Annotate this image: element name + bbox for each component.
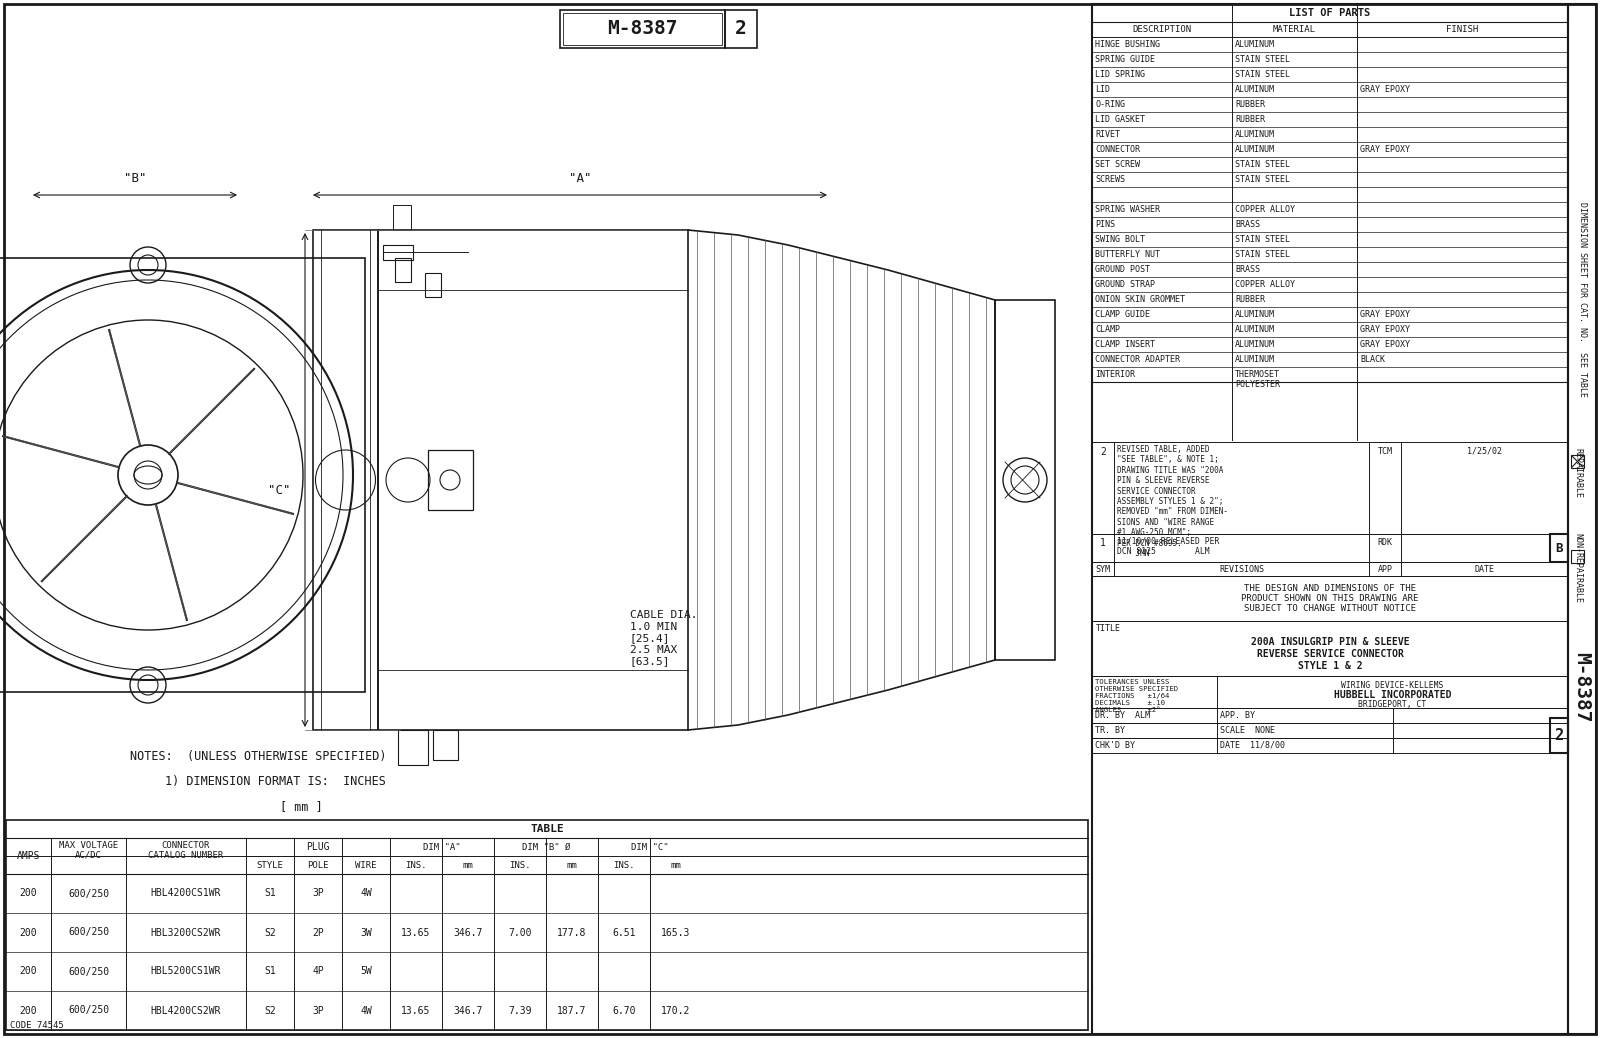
Text: THERMOSET
POLYESTER: THERMOSET POLYESTER [1235, 370, 1280, 389]
Bar [434, 730, 458, 760]
Text: REVERSE SERVICE CONNECTOR: REVERSE SERVICE CONNECTOR [1256, 649, 1403, 659]
Text: STAIN STEEL: STAIN STEEL [1235, 70, 1290, 79]
Bar [6, 820, 1088, 1030]
Text: GROUND POST: GROUND POST [1094, 265, 1150, 274]
Text: 200: 200 [19, 1006, 37, 1015]
Text: 11/10/00 RELEASED PER
DCN 8125        ALM: 11/10/00 RELEASED PER DCN 8125 ALM [1117, 537, 1219, 556]
Text: 2: 2 [734, 20, 747, 38]
Text: GRAY EPOXY: GRAY EPOXY [1360, 310, 1410, 319]
Text: CLAMP: CLAMP [1094, 325, 1120, 334]
Text: REPAIRABLE: REPAIRABLE [1573, 448, 1582, 498]
Text: 4W: 4W [360, 889, 371, 899]
Bar [1571, 455, 1584, 468]
Text: 346.7: 346.7 [453, 928, 483, 937]
Text: 13.65: 13.65 [402, 1006, 430, 1015]
Text: APP. BY: APP. BY [1221, 711, 1254, 720]
Text: ALUMINUM: ALUMINUM [1235, 325, 1275, 334]
Text: 2P: 2P [312, 928, 323, 937]
Text: ALUMINUM: ALUMINUM [1235, 145, 1275, 154]
Text: 600/250: 600/250 [67, 966, 109, 977]
Text: 5W: 5W [360, 966, 371, 977]
Text: 200: 200 [19, 966, 37, 977]
Text: 1: 1 [1101, 538, 1106, 548]
Text: [ mm ]: [ mm ] [280, 800, 323, 813]
Text: RUBBER: RUBBER [1235, 295, 1266, 304]
Text: LID: LID [1094, 85, 1110, 94]
Text: O-RING: O-RING [1094, 100, 1125, 109]
Bar [429, 450, 474, 510]
Text: COPPER ALLOY: COPPER ALLOY [1235, 280, 1294, 289]
Text: mm: mm [566, 861, 578, 870]
Text: 600/250: 600/250 [67, 928, 109, 937]
Text: SWING BOLT: SWING BOLT [1094, 235, 1146, 244]
Text: PINS: PINS [1094, 220, 1115, 229]
Text: MATERIAL: MATERIAL [1274, 25, 1315, 34]
Text: GRAY EPOXY: GRAY EPOXY [1360, 145, 1410, 154]
Bar [1091, 534, 1568, 562]
Text: ALUMINUM: ALUMINUM [1235, 340, 1275, 349]
Text: ALUMINUM: ALUMINUM [1235, 130, 1275, 139]
Text: 200A INSULGRIP PIN & SLEEVE: 200A INSULGRIP PIN & SLEEVE [1251, 637, 1410, 647]
Text: POLE: POLE [307, 861, 328, 870]
Text: HBL5200CS1WR: HBL5200CS1WR [150, 966, 221, 977]
Text: CLAMP GUIDE: CLAMP GUIDE [1094, 310, 1150, 319]
Text: 6.51: 6.51 [613, 928, 635, 937]
Text: REVISIONS: REVISIONS [1219, 565, 1264, 574]
Bar [1091, 708, 1568, 723]
Text: DIM "A": DIM "A" [422, 843, 461, 851]
Text: SET SCREW: SET SCREW [1094, 160, 1139, 169]
Text: 165.3: 165.3 [661, 928, 691, 937]
Text: CABLE DIA.
1.0 MIN
[25.4]
2.5 MAX
[63.5]: CABLE DIA. 1.0 MIN [25.4] 2.5 MAX [63.5] [630, 610, 698, 666]
Text: 200: 200 [19, 889, 37, 899]
Text: DESCRIPTION: DESCRIPTION [1133, 25, 1192, 34]
Text: GRAY EPOXY: GRAY EPOXY [1360, 325, 1410, 334]
Text: STAIN STEEL: STAIN STEEL [1235, 160, 1290, 169]
Text: NON-REPAIRABLE: NON-REPAIRABLE [1573, 532, 1582, 603]
Text: SPRING GUIDE: SPRING GUIDE [1094, 55, 1155, 64]
Bar [1091, 738, 1568, 753]
Bar [382, 245, 413, 260]
Text: TABLE: TABLE [530, 824, 563, 834]
Text: 4W: 4W [360, 1006, 371, 1015]
Text: "A": "A" [568, 172, 592, 185]
Text: 600/250: 600/250 [67, 1006, 109, 1015]
Text: HUBBELL INCORPORATED: HUBBELL INCORPORATED [1334, 690, 1451, 700]
Text: PLUG: PLUG [306, 842, 330, 852]
Text: HINGE BUSHING: HINGE BUSHING [1094, 40, 1160, 49]
Text: BRASS: BRASS [1235, 220, 1261, 229]
Text: BRIDGEPORT, CT: BRIDGEPORT, CT [1358, 700, 1427, 709]
Text: RUBBER: RUBBER [1235, 100, 1266, 109]
Text: CONNECTOR: CONNECTOR [162, 841, 210, 849]
Text: S1: S1 [264, 889, 275, 899]
Bar [1091, 676, 1568, 708]
Text: 4P: 4P [312, 966, 323, 977]
Text: 2: 2 [1555, 728, 1563, 742]
Text: STYLE 1 & 2: STYLE 1 & 2 [1298, 661, 1362, 671]
Text: M-8387: M-8387 [608, 20, 678, 38]
Text: GROUND STRAP: GROUND STRAP [1094, 280, 1155, 289]
Text: SCALE  NONE: SCALE NONE [1221, 726, 1275, 735]
Text: LIST OF PARTS: LIST OF PARTS [1290, 8, 1371, 18]
Text: APP: APP [1378, 565, 1392, 574]
Text: THE DESIGN AND DIMENSIONS OF THE
PRODUCT SHOWN ON THIS DRAWING ARE
SUBJECT TO CH: THE DESIGN AND DIMENSIONS OF THE PRODUCT… [1242, 583, 1419, 613]
Text: 3P: 3P [312, 1006, 323, 1015]
Text: WIRING DEVICE-KELLEMS: WIRING DEVICE-KELLEMS [1341, 681, 1443, 690]
Text: 3P: 3P [312, 889, 323, 899]
Text: HBL4200CS2WR: HBL4200CS2WR [150, 1006, 221, 1015]
Text: "B": "B" [123, 172, 146, 185]
Text: TR. BY: TR. BY [1094, 726, 1125, 735]
Text: BRASS: BRASS [1235, 265, 1261, 274]
Text: TCM: TCM [1378, 447, 1392, 456]
Text: 7.39: 7.39 [509, 1006, 531, 1015]
Text: mm: mm [462, 861, 474, 870]
Text: mm: mm [670, 861, 682, 870]
Text: M-8387: M-8387 [1573, 652, 1592, 722]
Text: S2: S2 [264, 928, 275, 937]
Text: CHK'D BY: CHK'D BY [1094, 741, 1134, 750]
Text: AMPS: AMPS [16, 851, 40, 861]
Bar [1091, 4, 1568, 1034]
Text: RUBBER: RUBBER [1235, 115, 1266, 124]
Bar [563, 13, 722, 45]
Text: BLACK: BLACK [1360, 355, 1386, 364]
Bar [0, 258, 365, 692]
